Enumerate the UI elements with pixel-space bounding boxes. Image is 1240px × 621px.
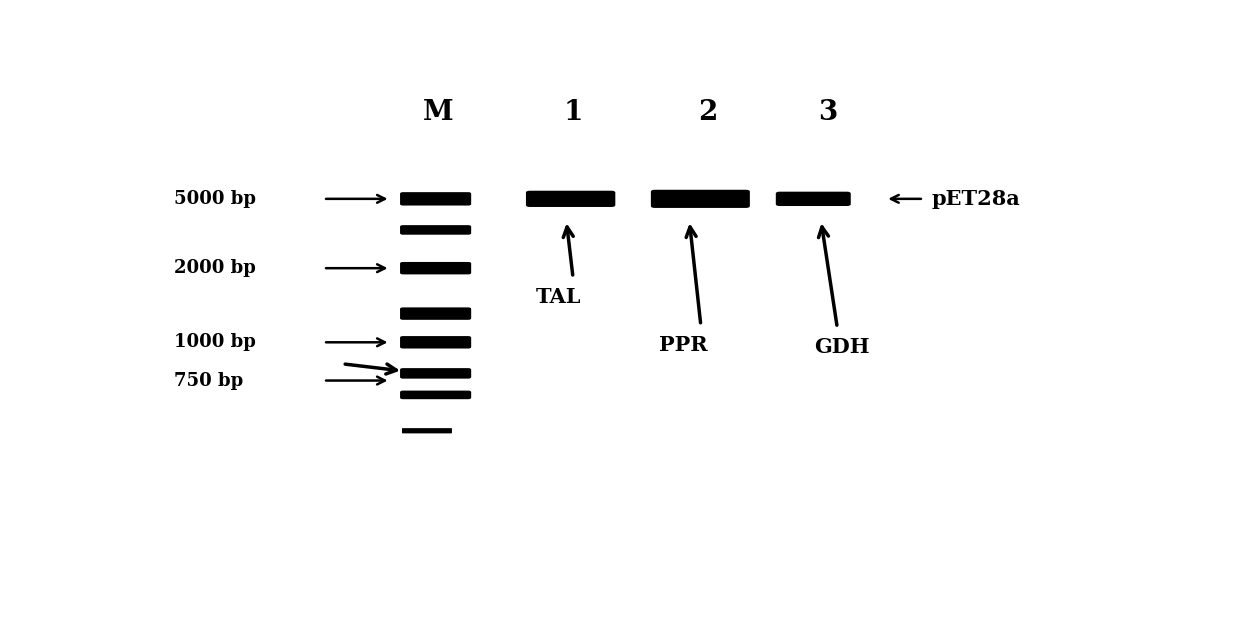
Text: 750 bp: 750 bp: [174, 371, 243, 389]
FancyBboxPatch shape: [402, 428, 451, 433]
FancyBboxPatch shape: [401, 307, 471, 320]
FancyBboxPatch shape: [776, 192, 851, 206]
Text: 1: 1: [563, 99, 583, 126]
FancyBboxPatch shape: [401, 192, 471, 206]
Text: 5000 bp: 5000 bp: [174, 190, 257, 208]
Text: 2: 2: [698, 99, 717, 126]
Text: TAL: TAL: [536, 287, 582, 307]
Text: PPR: PPR: [660, 335, 708, 355]
Text: 3: 3: [818, 99, 837, 126]
Text: 2000 bp: 2000 bp: [174, 259, 257, 277]
Text: 1000 bp: 1000 bp: [174, 333, 257, 351]
Text: M: M: [423, 99, 454, 126]
Text: pET28a: pET28a: [931, 189, 1021, 209]
FancyBboxPatch shape: [401, 262, 471, 274]
FancyBboxPatch shape: [526, 191, 615, 207]
FancyBboxPatch shape: [401, 336, 471, 348]
FancyBboxPatch shape: [651, 190, 750, 208]
FancyBboxPatch shape: [401, 368, 471, 379]
Text: GDH: GDH: [815, 337, 870, 357]
FancyBboxPatch shape: [401, 391, 471, 399]
FancyBboxPatch shape: [401, 225, 471, 235]
